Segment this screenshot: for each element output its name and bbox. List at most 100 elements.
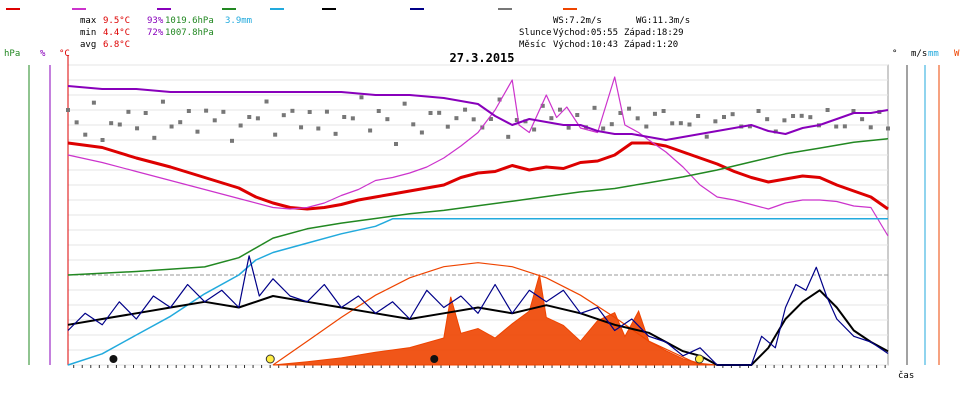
moonset-icon (109, 355, 118, 363)
series-prizemni-teplota (67, 76, 889, 237)
wind-dir-point (66, 108, 70, 112)
wind-dir-point (609, 122, 614, 127)
chart-title: 27.3.2015 (449, 51, 514, 65)
wind-dir-point (411, 122, 416, 127)
wind-dir-point (661, 109, 666, 113)
wind-dir-point (635, 116, 640, 121)
axis-temp-label: °C (59, 49, 70, 59)
axis-ms-label: m/s (911, 49, 927, 59)
wind-dir-point (238, 123, 243, 128)
series-globalni-zareni (272, 274, 718, 366)
wind-dir-point (747, 124, 752, 129)
wind-dir-point (601, 126, 606, 131)
wind-dir-point (851, 109, 856, 113)
series-naraz-vetru (67, 255, 889, 366)
moonrise-icon (430, 355, 439, 363)
wind-ws: WS:7.2m/s (553, 16, 602, 26)
wind-dir-point (532, 127, 537, 132)
wind-dir-point (696, 114, 701, 118)
sun-label: Slunce (519, 28, 552, 38)
wind-dir-point (169, 124, 174, 129)
series-teoreticke-zareni (272, 262, 701, 366)
wind-dir-point (109, 121, 114, 126)
wind-dir-point (402, 101, 407, 106)
wind-dir-point (273, 132, 278, 137)
wind-dir-point (195, 129, 200, 134)
wind-dir-point (437, 110, 442, 115)
wind-dir-point (506, 134, 511, 139)
wind-dir-point (333, 131, 338, 136)
wind-dir-point (730, 112, 735, 117)
wind-dir-point (454, 116, 459, 121)
wind-dir-point (566, 125, 571, 130)
wind-dir-point (255, 116, 260, 121)
wind-dir-point (126, 109, 131, 114)
wind-dir-point (74, 120, 79, 125)
wind-dir-point (419, 130, 424, 135)
sunrise-icon (265, 354, 275, 364)
sun-rise: Východ:05:55 (553, 28, 618, 38)
stat-min-label: min (80, 28, 96, 38)
wind-dir-point (670, 121, 675, 126)
wind-dir-point (678, 121, 683, 126)
wind-dir-point (204, 108, 209, 113)
stat-min-press: 1007.8hPa (165, 28, 214, 38)
wind-dir-point (825, 108, 830, 112)
wind-dir-point (152, 135, 157, 140)
stats-block: max 9.5°C 93% 1019.6hPa 3.9mm min 4.4°C … (80, 16, 252, 50)
stat-avg-label: avg (80, 40, 96, 50)
wind-dir-point (264, 99, 269, 104)
wind-dir-point (385, 117, 390, 122)
wind-dir-point (368, 128, 373, 133)
wind-dir-point (299, 125, 304, 130)
wind-dir-point (540, 103, 545, 108)
wind-dir-point (514, 118, 519, 122)
wind-dir-point (463, 107, 468, 112)
plot-area (66, 76, 890, 366)
wind-sun-moon-block: WS:7.2m/s WG:11.3m/s Slunce Východ:05:55… (519, 16, 690, 50)
stat-max-rain: 3.9mm (225, 16, 252, 26)
wind-dir-point (281, 113, 286, 118)
wind-dir-point (91, 100, 96, 105)
wind-dir-point (782, 118, 787, 123)
wind-dir-point (808, 115, 813, 120)
wind-dir-point (307, 110, 312, 114)
wind-dir-point (324, 109, 329, 114)
axis-dir-label: ° (892, 49, 897, 59)
wind-dir-point (117, 122, 122, 127)
wind-dir-point (618, 111, 623, 115)
axis-pct-label: % (40, 49, 46, 59)
series-srazky (67, 218, 888, 366)
wind-dir-point (558, 107, 562, 112)
series-rychlost-vetru (67, 289, 889, 366)
stat-max-hum: 93% (147, 16, 164, 26)
stat-max-label: max (80, 16, 97, 26)
wind-dir-point (186, 109, 191, 113)
axis-hpa-label: hPa (4, 49, 20, 59)
stat-min-temp: 4.4°C (103, 28, 130, 38)
wind-dir-point (100, 138, 105, 142)
stat-min-hum: 72% (147, 28, 164, 38)
wind-dir-point (868, 125, 873, 130)
wind-dir-point (342, 115, 347, 119)
wind-dir-point (488, 117, 493, 121)
wind-dir-point (376, 109, 381, 113)
wind-dir-point (212, 118, 217, 123)
series-tlak (67, 138, 889, 276)
wind-dir-point (765, 117, 770, 122)
sunset-icon (694, 354, 704, 364)
wind-dir-point (143, 111, 148, 115)
wind-dir-point (221, 109, 226, 114)
wind-dir-point (350, 116, 355, 121)
wind-dir-point (791, 114, 796, 118)
moon-label: Měsíc (519, 40, 546, 50)
wind-dir-point (592, 105, 597, 110)
wind-dir-point (135, 126, 140, 131)
wind-dir-point (627, 106, 632, 111)
wind-dir-point (652, 111, 657, 116)
wind-dir-point (575, 113, 580, 117)
moon-set: Západ:1:20 (624, 40, 678, 50)
wind-dir-point (497, 97, 502, 102)
wind-dir-point (445, 124, 450, 129)
